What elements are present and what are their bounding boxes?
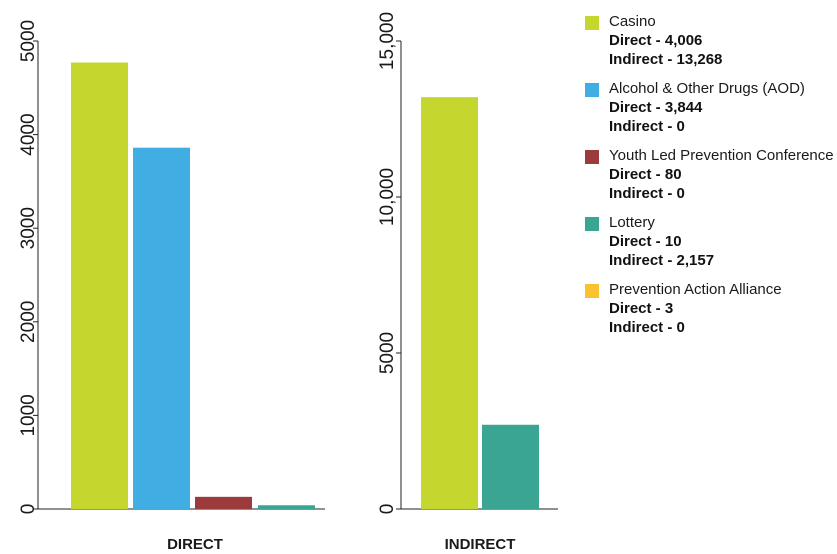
- legend-direct-value: Direct - 10: [609, 233, 682, 250]
- y-tick-label: 5000: [377, 332, 398, 374]
- legend-label: Lottery: [609, 214, 655, 231]
- legend-item-casino: Casino Direct - 4,006 Indirect - 13,268: [585, 12, 835, 69]
- legend-label: Alcohol & Other Drugs (AOD): [609, 80, 805, 97]
- bar-youth-led-prevention-conference: [195, 496, 252, 509]
- legend-direct-value: Direct - 3,844: [609, 99, 703, 116]
- legend-direct-value: Direct - 80: [609, 166, 682, 183]
- y-tick-label: 0: [18, 504, 39, 515]
- y-tick-label: 5000: [18, 20, 39, 62]
- y-tick-label: 2000: [18, 301, 39, 343]
- y-tick-label: 0: [377, 504, 398, 515]
- legend-swatch-youth-conference: [585, 150, 599, 164]
- y-tick-label: 4000: [18, 113, 39, 155]
- legend-indirect-value: Indirect - 2,157: [609, 252, 715, 269]
- legend-item-lottery: Lottery Direct - 10 Indirect - 2,157: [585, 213, 835, 270]
- legend-item-prevention-action-alliance: Prevention Action Alliance Direct - 3 In…: [585, 280, 835, 337]
- legend-item-aod: Alcohol & Other Drugs (AOD) Direct - 3,8…: [585, 79, 835, 136]
- x-axis-label: INDIRECT: [445, 536, 516, 553]
- legend-swatch-lottery: [585, 217, 599, 231]
- legend-label: Youth Led Prevention Conference: [609, 147, 834, 164]
- x-axis-label: DIRECT: [167, 536, 223, 553]
- legend-label: Prevention Action Alliance: [609, 281, 782, 298]
- legend-direct-value: Direct - 3: [609, 300, 674, 317]
- legend-indirect-value: Indirect - 13,268: [609, 51, 723, 68]
- legend-swatch-prevention-action-alliance: [585, 284, 599, 298]
- legend: Casino Direct - 4,006 Indirect - 13,268 …: [585, 12, 835, 347]
- bar-lottery: [258, 505, 315, 509]
- y-tick-label: 3000: [18, 207, 39, 249]
- bar-casino: [71, 62, 128, 509]
- legend-swatch-casino: [585, 16, 599, 30]
- bar-lottery: [482, 424, 539, 509]
- y-tick-label: 1000: [18, 394, 39, 436]
- legend-indirect-value: Indirect - 0: [609, 185, 685, 202]
- bar-alcohol-other-drugs-aod-: [133, 147, 190, 510]
- legend-indirect-value: Indirect - 0: [609, 118, 685, 135]
- legend-indirect-value: Indirect - 0: [609, 319, 685, 336]
- legend-direct-value: Direct - 4,006: [609, 32, 703, 49]
- y-tick-label: 10,000: [377, 168, 398, 226]
- legend-swatch-aod: [585, 83, 599, 97]
- bar-casino: [421, 97, 478, 509]
- legend-label: Casino: [609, 13, 656, 30]
- legend-item-youth-conference: Youth Led Prevention Conference Direct -…: [585, 146, 835, 203]
- y-tick-label: 15,000: [377, 12, 398, 70]
